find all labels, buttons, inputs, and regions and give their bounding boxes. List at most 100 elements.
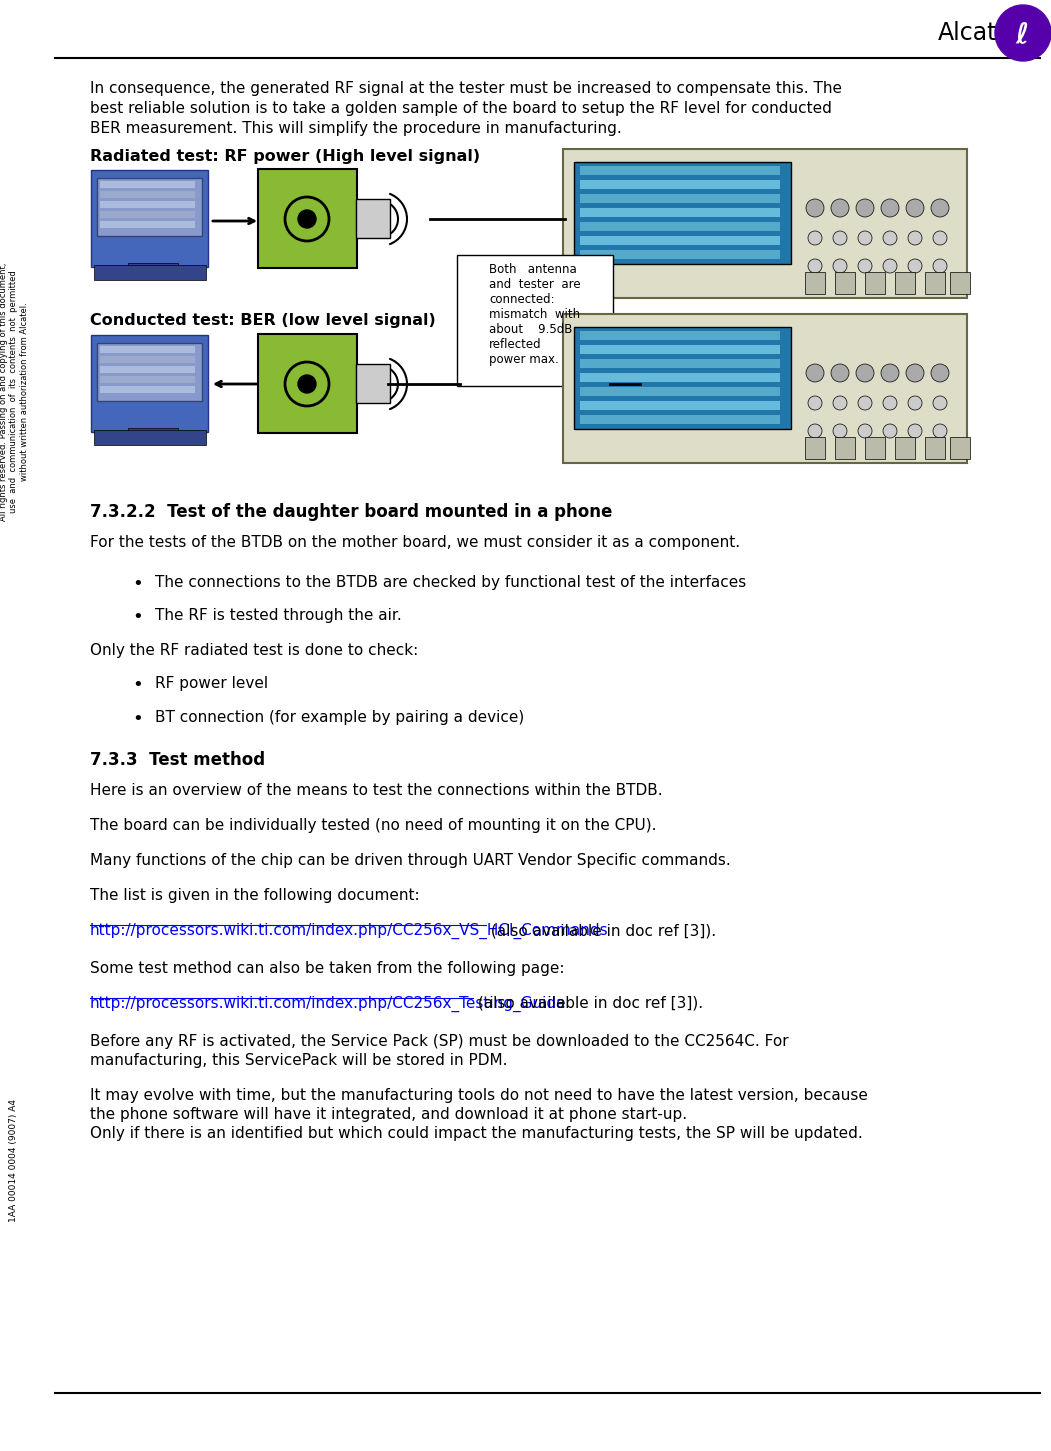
Circle shape [883,258,897,273]
Text: •: • [132,710,143,728]
Text: For the tests of the BTDB on the mother board, we must consider it as a componen: For the tests of the BTDB on the mother … [90,535,740,550]
Text: BER measurement. This will simplify the procedure in manufacturing.: BER measurement. This will simplify the … [90,120,622,136]
FancyBboxPatch shape [580,415,780,424]
FancyBboxPatch shape [580,194,780,203]
Text: It may evolve with time, but the manufacturing tools do not need to have the lat: It may evolve with time, but the manufac… [90,1088,868,1103]
Text: The board can be individually tested (no need of mounting it on the CPU).: The board can be individually tested (no… [90,818,657,833]
FancyBboxPatch shape [91,170,208,267]
Text: 1AA 00014 0004 (9007) A4: 1AA 00014 0004 (9007) A4 [9,1100,18,1222]
Text: Many functions of the chip can be driven through UART Vendor Specific commands.: Many functions of the chip can be driven… [90,853,730,868]
FancyBboxPatch shape [100,376,195,383]
FancyBboxPatch shape [563,313,967,463]
Circle shape [883,231,897,245]
Circle shape [833,258,847,273]
Text: •: • [132,608,143,625]
Circle shape [908,231,922,245]
FancyBboxPatch shape [100,192,195,197]
FancyBboxPatch shape [580,207,780,218]
Circle shape [995,4,1051,61]
FancyBboxPatch shape [580,331,780,340]
Text: In consequence, the generated RF signal at the tester must be increased to compe: In consequence, the generated RF signal … [90,81,842,96]
FancyBboxPatch shape [950,437,970,459]
FancyBboxPatch shape [580,237,780,245]
FancyBboxPatch shape [580,222,780,231]
Text: best reliable solution is to take a golden sample of the board to setup the RF l: best reliable solution is to take a gold… [90,102,832,116]
Text: ℓ: ℓ [1015,20,1029,49]
Text: The RF is tested through the air.: The RF is tested through the air. [154,608,401,622]
Circle shape [808,231,822,245]
Circle shape [881,199,899,218]
FancyBboxPatch shape [895,437,915,459]
Text: the phone software will have it integrated, and download it at phone start-up.: the phone software will have it integrat… [90,1107,687,1122]
FancyBboxPatch shape [100,181,195,189]
Circle shape [833,231,847,245]
FancyBboxPatch shape [580,165,780,176]
FancyBboxPatch shape [563,149,967,297]
Circle shape [808,258,822,273]
Text: All rights reserved. Passing on and copying of this document,
use  and  communic: All rights reserved. Passing on and copy… [0,263,28,521]
FancyBboxPatch shape [100,202,195,207]
FancyBboxPatch shape [580,180,780,189]
FancyBboxPatch shape [805,271,825,295]
Text: •: • [132,575,143,593]
FancyBboxPatch shape [580,358,780,369]
Text: http://processors.wiki.ti.com/index.php/CC256x_VS_HCI_Commands: http://processors.wiki.ti.com/index.php/… [90,923,609,939]
Circle shape [833,396,847,411]
Circle shape [883,396,897,411]
FancyBboxPatch shape [574,326,791,429]
Circle shape [806,364,824,382]
FancyBboxPatch shape [865,437,885,459]
FancyBboxPatch shape [128,263,178,268]
FancyBboxPatch shape [100,386,195,393]
FancyBboxPatch shape [805,437,825,459]
Circle shape [908,424,922,438]
Circle shape [906,199,924,218]
Text: (also available in doc ref [3]).: (also available in doc ref [3]). [486,923,716,937]
FancyBboxPatch shape [94,266,206,280]
FancyBboxPatch shape [950,271,970,295]
Circle shape [881,364,899,382]
FancyBboxPatch shape [257,168,357,268]
Circle shape [831,364,849,382]
Text: •: • [132,676,143,694]
Circle shape [906,364,924,382]
FancyBboxPatch shape [925,271,945,295]
Circle shape [298,374,316,393]
FancyBboxPatch shape [94,429,206,445]
Text: (also available in doc ref [3]).: (also available in doc ref [3]). [473,995,703,1011]
Circle shape [933,258,947,273]
FancyBboxPatch shape [580,387,780,396]
Text: Here is an overview of the means to test the connections within the BTDB.: Here is an overview of the means to test… [90,784,662,798]
FancyBboxPatch shape [91,335,208,432]
FancyBboxPatch shape [97,342,202,400]
Circle shape [858,231,872,245]
Text: Only the RF radiated test is done to check:: Only the RF radiated test is done to che… [90,643,418,657]
Text: RF power level: RF power level [154,676,268,691]
FancyBboxPatch shape [128,428,178,434]
Circle shape [858,424,872,438]
FancyBboxPatch shape [580,373,780,382]
FancyBboxPatch shape [580,400,780,411]
Circle shape [831,199,849,218]
Circle shape [833,424,847,438]
Text: 7.3.3  Test method: 7.3.3 Test method [90,752,265,769]
FancyBboxPatch shape [100,221,195,228]
Text: The list is given in the following document:: The list is given in the following docum… [90,888,419,903]
Text: Before any RF is activated, the Service Pack (SP) must be downloaded to the CC25: Before any RF is activated, the Service … [90,1035,788,1049]
Circle shape [858,396,872,411]
Text: The connections to the BTDB are checked by functional test of the interfaces: The connections to the BTDB are checked … [154,575,746,591]
FancyBboxPatch shape [895,271,915,295]
FancyBboxPatch shape [356,364,390,403]
FancyBboxPatch shape [100,355,195,363]
FancyBboxPatch shape [97,178,202,237]
Text: BT connection (for example by pairing a device): BT connection (for example by pairing a … [154,710,524,726]
Text: Radiated test: RF power (High level signal): Radiated test: RF power (High level sign… [90,149,480,164]
FancyBboxPatch shape [100,210,195,218]
Circle shape [806,199,824,218]
Text: Both   antenna
and  tester  are
connected:
mismatch  with
about    9.5dB
reflect: Both antenna and tester are connected: m… [489,263,581,366]
Circle shape [808,396,822,411]
FancyBboxPatch shape [925,437,945,459]
FancyBboxPatch shape [257,334,357,432]
Circle shape [908,396,922,411]
Text: http://processors.wiki.ti.com/index.php/CC256x_Testing_Guide: http://processors.wiki.ti.com/index.php/… [90,995,566,1013]
